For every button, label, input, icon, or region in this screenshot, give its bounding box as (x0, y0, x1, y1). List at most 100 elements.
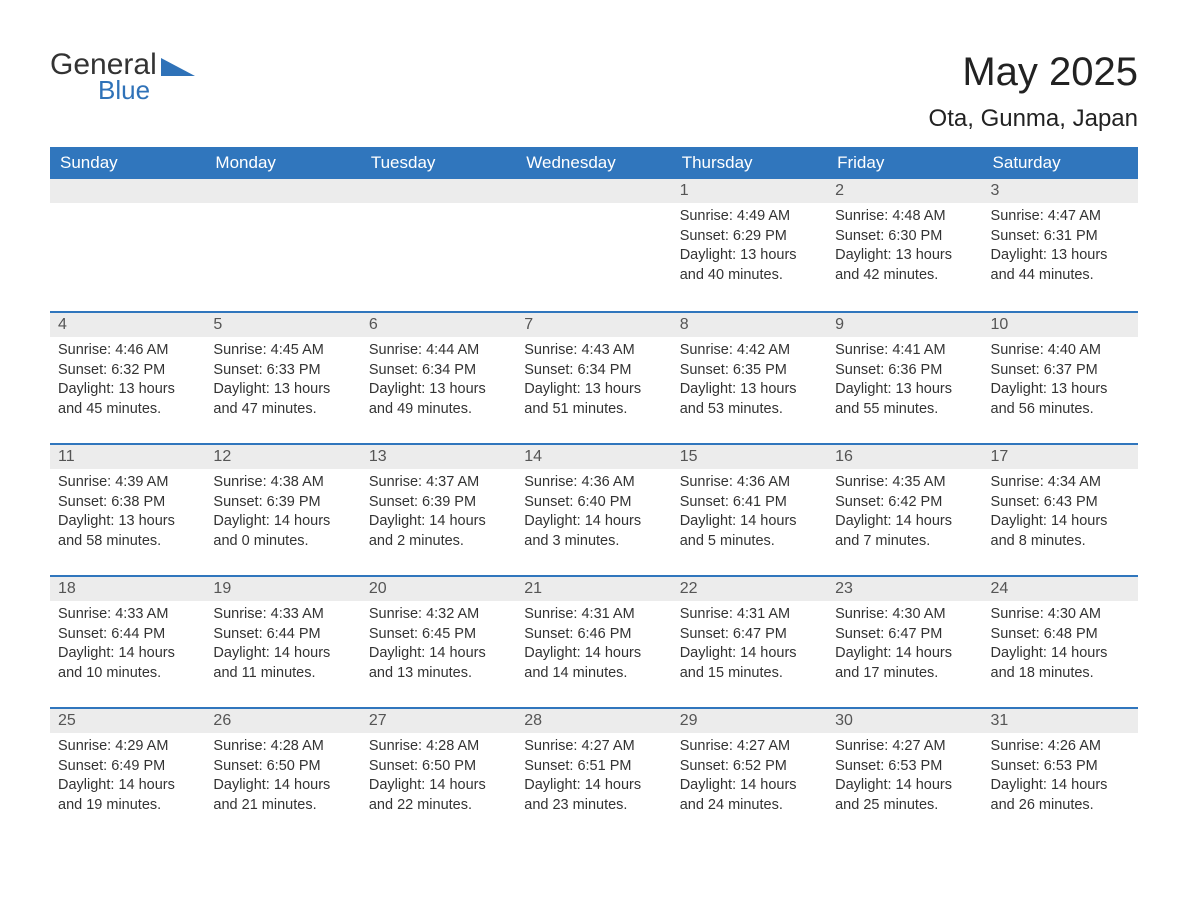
daylight-text: Daylight: 14 hours and 15 minutes. (680, 644, 819, 683)
sunrise-text: Sunrise: 4:49 AM (680, 207, 819, 227)
day-number-bar: 1 (672, 179, 827, 203)
calendar-day-cell (205, 179, 360, 311)
day-body: Sunrise: 4:40 AMSunset: 6:37 PMDaylight:… (983, 337, 1138, 427)
calendar-week-row: 25Sunrise: 4:29 AMSunset: 6:49 PMDayligh… (50, 707, 1138, 839)
sunset-text: Sunset: 6:37 PM (991, 361, 1130, 381)
calendar-day-cell: 16Sunrise: 4:35 AMSunset: 6:42 PMDayligh… (827, 443, 982, 575)
calendar-day-cell: 7Sunrise: 4:43 AMSunset: 6:34 PMDaylight… (516, 311, 671, 443)
day-number-bar: 18 (50, 575, 205, 601)
day-number-bar: 19 (205, 575, 360, 601)
sunrise-text: Sunrise: 4:26 AM (991, 737, 1130, 757)
sunrise-text: Sunrise: 4:27 AM (680, 737, 819, 757)
calendar-day-cell (50, 179, 205, 311)
sunrise-text: Sunrise: 4:41 AM (835, 341, 974, 361)
sunrise-text: Sunrise: 4:47 AM (991, 207, 1130, 227)
sunrise-text: Sunrise: 4:27 AM (835, 737, 974, 757)
day-body: Sunrise: 4:27 AMSunset: 6:51 PMDaylight:… (516, 733, 671, 823)
weekday-header: Thursday (672, 147, 827, 179)
day-body: Sunrise: 4:35 AMSunset: 6:42 PMDaylight:… (827, 469, 982, 559)
daylight-text: Daylight: 14 hours and 19 minutes. (58, 776, 197, 815)
calendar-day-cell: 3Sunrise: 4:47 AMSunset: 6:31 PMDaylight… (983, 179, 1138, 311)
sunrise-text: Sunrise: 4:30 AM (991, 605, 1130, 625)
day-number-bar: 17 (983, 443, 1138, 469)
day-number-bar: 26 (205, 707, 360, 733)
day-body: Sunrise: 4:30 AMSunset: 6:48 PMDaylight:… (983, 601, 1138, 691)
day-body: Sunrise: 4:26 AMSunset: 6:53 PMDaylight:… (983, 733, 1138, 823)
location-text: Ota, Gunma, Japan (929, 105, 1138, 133)
sunset-text: Sunset: 6:50 PM (213, 757, 352, 777)
daylight-text: Daylight: 13 hours and 58 minutes. (58, 512, 197, 551)
calendar-day-cell: 24Sunrise: 4:30 AMSunset: 6:48 PMDayligh… (983, 575, 1138, 707)
sunset-text: Sunset: 6:32 PM (58, 361, 197, 381)
sunrise-text: Sunrise: 4:35 AM (835, 473, 974, 493)
daylight-text: Daylight: 13 hours and 44 minutes. (991, 246, 1130, 285)
daylight-text: Daylight: 14 hours and 13 minutes. (369, 644, 508, 683)
calendar-day-cell: 13Sunrise: 4:37 AMSunset: 6:39 PMDayligh… (361, 443, 516, 575)
sunset-text: Sunset: 6:33 PM (213, 361, 352, 381)
day-number-bar (361, 179, 516, 203)
sunrise-text: Sunrise: 4:38 AM (213, 473, 352, 493)
sunrise-text: Sunrise: 4:36 AM (680, 473, 819, 493)
sunrise-text: Sunrise: 4:30 AM (835, 605, 974, 625)
daylight-text: Daylight: 14 hours and 25 minutes. (835, 776, 974, 815)
sunrise-text: Sunrise: 4:42 AM (680, 341, 819, 361)
day-number-bar: 12 (205, 443, 360, 469)
calendar-table: Sunday Monday Tuesday Wednesday Thursday… (50, 147, 1138, 839)
sunset-text: Sunset: 6:29 PM (680, 227, 819, 247)
daylight-text: Daylight: 13 hours and 47 minutes. (213, 380, 352, 419)
sunset-text: Sunset: 6:30 PM (835, 227, 974, 247)
calendar-day-cell (361, 179, 516, 311)
calendar-day-cell: 28Sunrise: 4:27 AMSunset: 6:51 PMDayligh… (516, 707, 671, 839)
sunrise-text: Sunrise: 4:33 AM (213, 605, 352, 625)
day-body: Sunrise: 4:27 AMSunset: 6:53 PMDaylight:… (827, 733, 982, 823)
sunset-text: Sunset: 6:52 PM (680, 757, 819, 777)
sunrise-text: Sunrise: 4:40 AM (991, 341, 1130, 361)
day-body: Sunrise: 4:28 AMSunset: 6:50 PMDaylight:… (361, 733, 516, 823)
calendar-day-cell: 21Sunrise: 4:31 AMSunset: 6:46 PMDayligh… (516, 575, 671, 707)
day-body: Sunrise: 4:30 AMSunset: 6:47 PMDaylight:… (827, 601, 982, 691)
day-number-bar: 28 (516, 707, 671, 733)
day-number-bar (516, 179, 671, 203)
daylight-text: Daylight: 13 hours and 55 minutes. (835, 380, 974, 419)
calendar-day-cell: 9Sunrise: 4:41 AMSunset: 6:36 PMDaylight… (827, 311, 982, 443)
sunset-text: Sunset: 6:42 PM (835, 493, 974, 513)
day-number-bar: 11 (50, 443, 205, 469)
day-number-bar: 10 (983, 311, 1138, 337)
calendar-day-cell: 10Sunrise: 4:40 AMSunset: 6:37 PMDayligh… (983, 311, 1138, 443)
day-body: Sunrise: 4:29 AMSunset: 6:49 PMDaylight:… (50, 733, 205, 823)
weekday-header: Sunday (50, 147, 205, 179)
day-body: Sunrise: 4:43 AMSunset: 6:34 PMDaylight:… (516, 337, 671, 427)
sunset-text: Sunset: 6:36 PM (835, 361, 974, 381)
day-number-bar: 29 (672, 707, 827, 733)
sunrise-text: Sunrise: 4:39 AM (58, 473, 197, 493)
sunrise-text: Sunrise: 4:36 AM (524, 473, 663, 493)
sunrise-text: Sunrise: 4:44 AM (369, 341, 508, 361)
calendar-day-cell: 20Sunrise: 4:32 AMSunset: 6:45 PMDayligh… (361, 575, 516, 707)
header-area: General Blue May 2025 Ota, Gunma, Japan (50, 50, 1138, 139)
calendar-day-cell: 23Sunrise: 4:30 AMSunset: 6:47 PMDayligh… (827, 575, 982, 707)
title-block: May 2025 Ota, Gunma, Japan (929, 50, 1138, 139)
day-number-bar: 14 (516, 443, 671, 469)
sunset-text: Sunset: 6:31 PM (991, 227, 1130, 247)
day-body: Sunrise: 4:31 AMSunset: 6:47 PMDaylight:… (672, 601, 827, 691)
day-body: Sunrise: 4:33 AMSunset: 6:44 PMDaylight:… (50, 601, 205, 691)
calendar-day-cell: 19Sunrise: 4:33 AMSunset: 6:44 PMDayligh… (205, 575, 360, 707)
daylight-text: Daylight: 13 hours and 53 minutes. (680, 380, 819, 419)
day-number-bar: 22 (672, 575, 827, 601)
sunrise-text: Sunrise: 4:32 AM (369, 605, 508, 625)
sunset-text: Sunset: 6:45 PM (369, 625, 508, 645)
sunrise-text: Sunrise: 4:27 AM (524, 737, 663, 757)
sunset-text: Sunset: 6:44 PM (58, 625, 197, 645)
sunrise-text: Sunrise: 4:45 AM (213, 341, 352, 361)
daylight-text: Daylight: 14 hours and 26 minutes. (991, 776, 1130, 815)
sunset-text: Sunset: 6:46 PM (524, 625, 663, 645)
day-body: Sunrise: 4:27 AMSunset: 6:52 PMDaylight:… (672, 733, 827, 823)
daylight-text: Daylight: 14 hours and 0 minutes. (213, 512, 352, 551)
weekday-header: Friday (827, 147, 982, 179)
sunset-text: Sunset: 6:34 PM (369, 361, 508, 381)
daylight-text: Daylight: 13 hours and 40 minutes. (680, 246, 819, 285)
daylight-text: Daylight: 14 hours and 7 minutes. (835, 512, 974, 551)
day-body: Sunrise: 4:31 AMSunset: 6:46 PMDaylight:… (516, 601, 671, 691)
calendar-day-cell (516, 179, 671, 311)
daylight-text: Daylight: 13 hours and 56 minutes. (991, 380, 1130, 419)
